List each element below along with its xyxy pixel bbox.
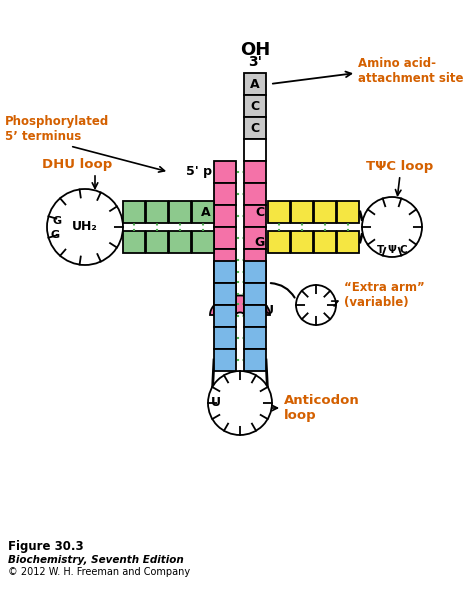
Bar [192, 231, 214, 253]
Text: UH₂: UH₂ [72, 221, 98, 233]
Text: Ψ: Ψ [388, 245, 396, 255]
Bar [214, 249, 236, 271]
Polygon shape [210, 295, 270, 315]
Bar [244, 73, 266, 95]
Bar [123, 231, 145, 253]
Bar [244, 305, 266, 327]
Text: T: T [377, 245, 384, 255]
Text: C: C [399, 245, 407, 255]
Text: C: C [250, 99, 260, 113]
Bar [337, 201, 359, 223]
Text: G: G [50, 230, 60, 240]
Bar [214, 349, 236, 371]
Bar [244, 117, 266, 139]
Bar [214, 327, 236, 349]
Bar [244, 139, 266, 161]
Bar [214, 261, 236, 283]
Bar [123, 201, 145, 223]
Bar [146, 231, 168, 253]
Circle shape [296, 285, 336, 325]
Text: A: A [201, 206, 211, 218]
Bar [214, 227, 236, 249]
Text: TΨC loop: TΨC loop [366, 160, 434, 173]
Bar [244, 271, 266, 293]
Bar [214, 271, 236, 293]
Text: U: U [264, 303, 274, 317]
Bar [214, 205, 236, 227]
Bar [244, 183, 266, 205]
Text: G: G [53, 216, 62, 226]
Bar [244, 161, 266, 183]
Text: G: G [255, 236, 265, 248]
Bar [146, 201, 168, 223]
Text: C: C [250, 121, 260, 134]
Bar [244, 293, 266, 315]
Bar [268, 201, 290, 223]
Circle shape [362, 197, 422, 257]
Circle shape [47, 189, 123, 265]
Text: U: U [211, 397, 221, 409]
Bar [244, 261, 266, 283]
Circle shape [208, 371, 272, 435]
Text: 5' p: 5' p [186, 165, 212, 178]
Text: © 2012 W. H. Freeman and Company: © 2012 W. H. Freeman and Company [8, 567, 190, 577]
Bar [244, 205, 266, 227]
Bar [169, 201, 191, 223]
Bar [214, 245, 236, 253]
Text: A: A [250, 78, 260, 90]
Bar [214, 283, 236, 305]
Text: Biochemistry, Seventh Edition: Biochemistry, Seventh Edition [8, 555, 184, 565]
Text: Phosphorylated
5’ terminus: Phosphorylated 5’ terminus [5, 115, 109, 143]
Bar [244, 283, 266, 305]
Bar [244, 227, 266, 249]
Text: 3': 3' [248, 55, 262, 69]
Bar [169, 231, 191, 253]
Bar [244, 327, 266, 349]
Bar [192, 201, 214, 223]
Bar [214, 293, 236, 315]
Bar [291, 201, 313, 223]
Bar [214, 183, 236, 205]
Bar [214, 161, 236, 183]
Bar [214, 305, 236, 327]
Bar [244, 249, 266, 271]
Text: Amino acid-
attachment site: Amino acid- attachment site [358, 57, 464, 85]
Circle shape [56, 198, 114, 256]
Text: “Extra arm”
(variable): “Extra arm” (variable) [344, 281, 425, 309]
Bar [244, 95, 266, 117]
Bar [244, 261, 266, 283]
Bar [214, 261, 236, 283]
Text: C: C [256, 206, 265, 218]
Text: OH: OH [240, 41, 270, 59]
Circle shape [217, 380, 263, 426]
Text: Figure 30.3: Figure 30.3 [8, 540, 83, 553]
Circle shape [371, 206, 413, 248]
Bar [268, 231, 290, 253]
Bar [314, 231, 336, 253]
Bar [337, 231, 359, 253]
Circle shape [305, 294, 327, 316]
Bar [314, 201, 336, 223]
Bar [244, 349, 266, 371]
Text: Anticodon
loop: Anticodon loop [284, 394, 360, 422]
Text: DHU loop: DHU loop [42, 158, 112, 171]
Bar [244, 245, 266, 253]
Bar [291, 231, 313, 253]
